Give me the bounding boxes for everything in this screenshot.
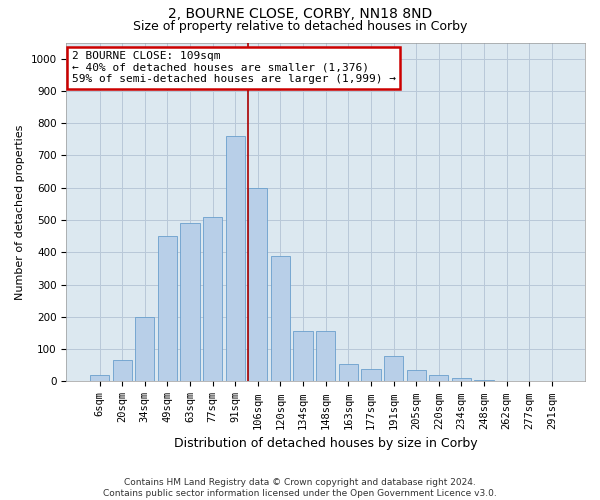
- Bar: [384, 356, 403, 382]
- Bar: [90, 375, 109, 382]
- Bar: [158, 236, 177, 382]
- Bar: [226, 136, 245, 382]
- Y-axis label: Number of detached properties: Number of detached properties: [15, 124, 25, 300]
- Text: Size of property relative to detached houses in Corby: Size of property relative to detached ho…: [133, 20, 467, 33]
- Bar: [452, 378, 471, 382]
- Bar: [113, 360, 132, 382]
- Bar: [429, 375, 448, 382]
- Text: 2 BOURNE CLOSE: 109sqm
← 40% of detached houses are smaller (1,376)
59% of semi-: 2 BOURNE CLOSE: 109sqm ← 40% of detached…: [71, 51, 395, 84]
- X-axis label: Distribution of detached houses by size in Corby: Distribution of detached houses by size …: [174, 437, 478, 450]
- Bar: [407, 370, 426, 382]
- Bar: [293, 332, 313, 382]
- Bar: [135, 317, 154, 382]
- Bar: [271, 256, 290, 382]
- Text: Contains HM Land Registry data © Crown copyright and database right 2024.
Contai: Contains HM Land Registry data © Crown c…: [103, 478, 497, 498]
- Bar: [248, 188, 268, 382]
- Bar: [181, 224, 200, 382]
- Bar: [203, 217, 222, 382]
- Bar: [316, 332, 335, 382]
- Text: 2, BOURNE CLOSE, CORBY, NN18 8ND: 2, BOURNE CLOSE, CORBY, NN18 8ND: [168, 8, 432, 22]
- Bar: [475, 380, 494, 382]
- Bar: [339, 364, 358, 382]
- Bar: [361, 368, 380, 382]
